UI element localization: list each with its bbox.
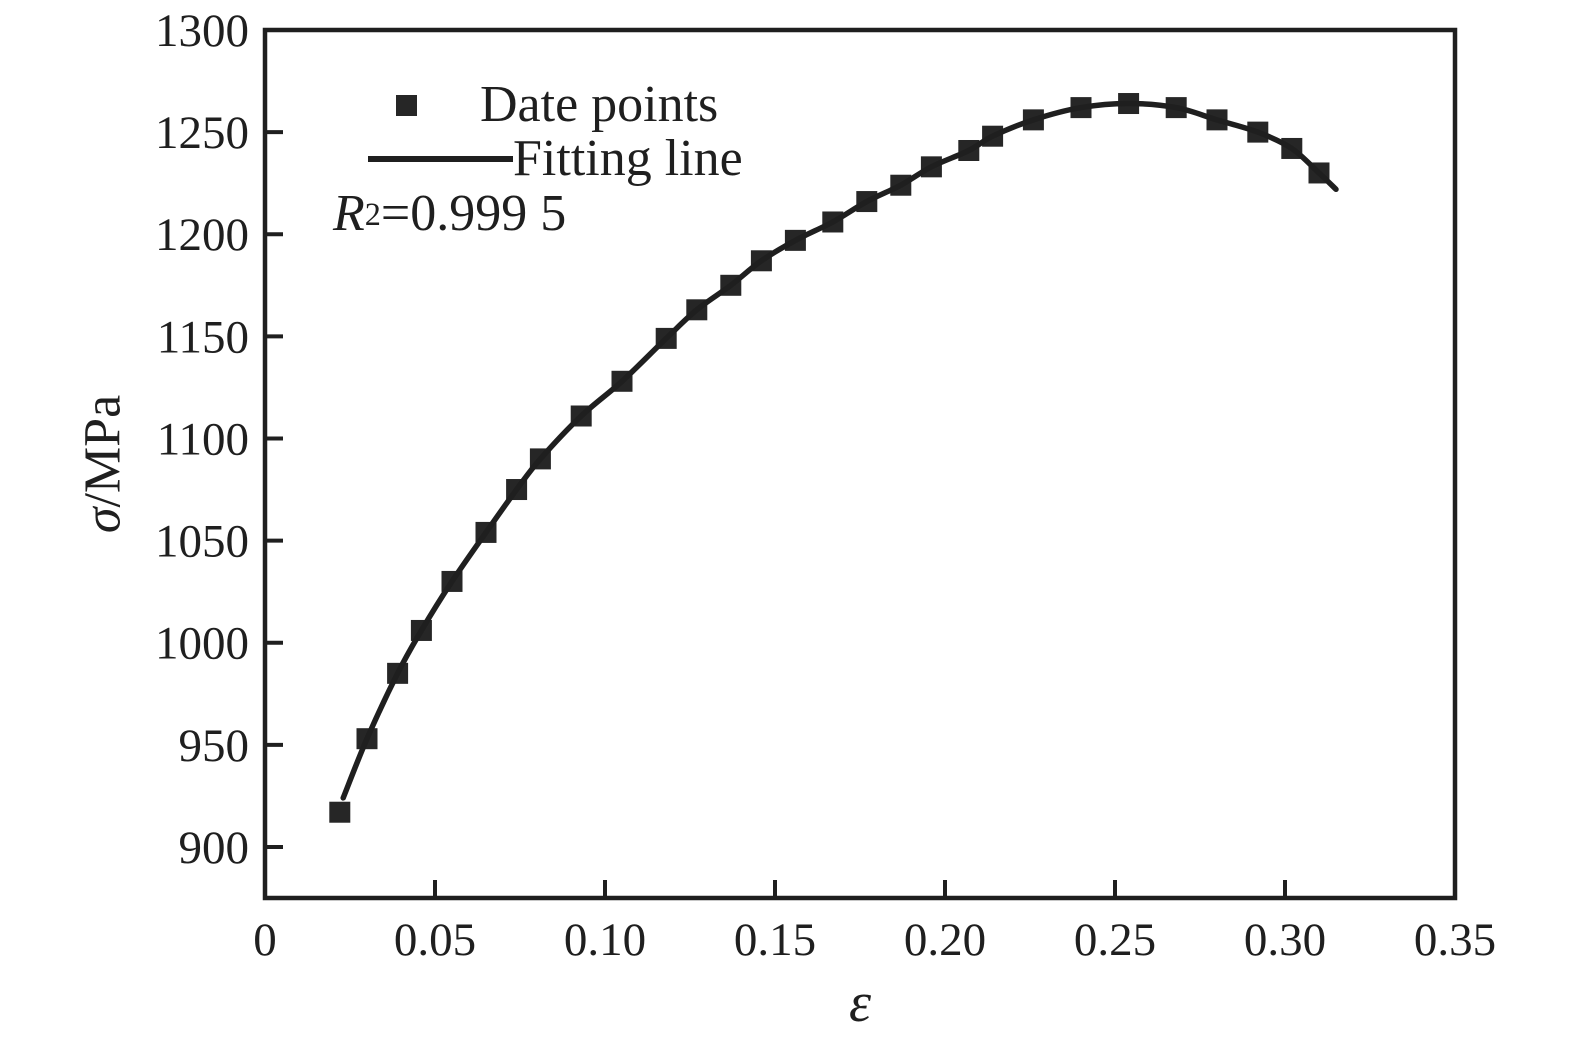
x-tick-label: 0.10 bbox=[564, 914, 646, 966]
y-tick-label: 1150 bbox=[157, 311, 249, 363]
x-tick-label: 0.05 bbox=[394, 914, 476, 966]
legend-item-fitting-line: Fitting line bbox=[333, 132, 743, 186]
r-squared-value: =0.999 5 bbox=[380, 185, 567, 242]
legend-swatch-line bbox=[368, 156, 513, 162]
r-squared-symbol: R bbox=[333, 185, 365, 242]
x-tick-label: 0.25 bbox=[1074, 914, 1156, 966]
y-axis-label-symbol: σ bbox=[74, 507, 132, 534]
y-tick-label: 1100 bbox=[157, 413, 249, 465]
data-point-marker bbox=[329, 801, 351, 823]
x-tick-label: 0.30 bbox=[1244, 914, 1326, 966]
legend-label-data-points: Date points bbox=[480, 76, 719, 133]
y-tick-label: 900 bbox=[179, 822, 250, 874]
plot-frame bbox=[262, 27, 1458, 901]
y-tick-label: 950 bbox=[179, 720, 250, 772]
x-tick-label: 0.35 bbox=[1414, 914, 1496, 966]
y-tick-label: 1300 bbox=[155, 5, 249, 57]
x-tick-label: 0 bbox=[253, 914, 277, 966]
y-tick-label: 1050 bbox=[155, 516, 249, 568]
legend-item-data-points: Date points bbox=[333, 78, 743, 132]
x-tick-label: 0.15 bbox=[734, 914, 816, 966]
fitting-line bbox=[340, 100, 1339, 801]
y-tick-label: 1000 bbox=[155, 618, 249, 670]
line-swatch-icon bbox=[368, 156, 513, 162]
r-squared-annotation: R 2 =0.999 5 bbox=[333, 185, 567, 242]
legend: Date points Fitting line R 2 =0.999 5 bbox=[333, 78, 743, 242]
square-marker-icon bbox=[396, 94, 417, 116]
y-tick-label: 1200 bbox=[155, 209, 249, 261]
legend-label-fitting-line: Fitting line bbox=[513, 130, 743, 187]
y-axis-label-unit: /MPa bbox=[74, 394, 132, 508]
y-tick-label: 1250 bbox=[155, 107, 249, 159]
x-tick-label: 0.20 bbox=[904, 914, 986, 966]
legend-swatch-points bbox=[333, 94, 480, 116]
x-axis-label: ε bbox=[848, 972, 872, 1034]
y-axis-label: σ/MPa bbox=[74, 395, 133, 533]
